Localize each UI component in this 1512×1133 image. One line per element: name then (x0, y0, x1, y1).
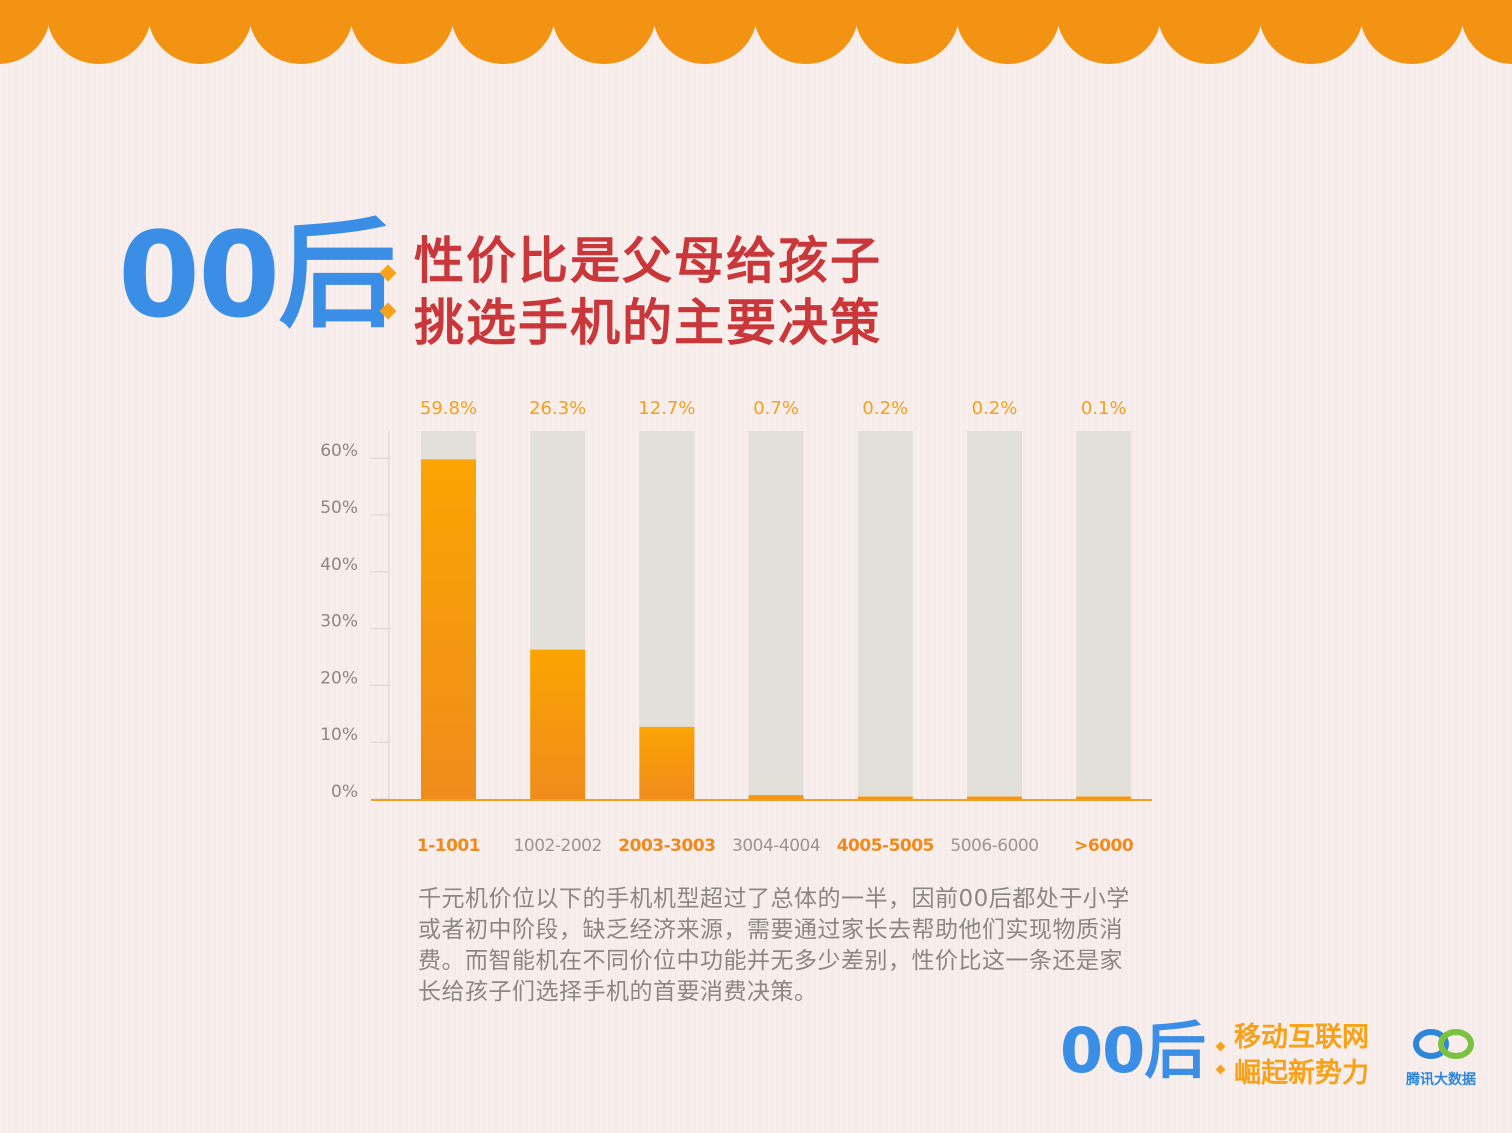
bar-track (967, 431, 1022, 799)
bar-track (857, 431, 913, 799)
headline-line-1: 性价比是父母给孩子 (414, 232, 882, 290)
bar-data-label: 59.8% (420, 398, 477, 419)
footer-bullet-diamond-icon (1215, 1041, 1226, 1052)
y-tick-label: 60% (320, 441, 358, 461)
bar-track (1076, 431, 1132, 799)
y-tick-label: 0% (331, 782, 358, 802)
x-tick-label: 4005-5005 (837, 836, 934, 856)
tencent-bigdata-logo-icon (1413, 1029, 1474, 1059)
bar-data-label: 12.7% (638, 398, 695, 419)
scallop-shape (653, 0, 757, 64)
scallop-shape (47, 0, 151, 64)
bar-value (639, 726, 695, 799)
bar-value (748, 795, 804, 799)
price-bar-chart: 0% 10% 20% 30% 40% 50% 60% 59.8% 1-1001 26.3% 1002… (320, 398, 1152, 856)
bar-value (857, 796, 913, 799)
page-title-00hou: 00后 (118, 206, 396, 344)
x-tick-label: 1-1001 (417, 836, 480, 856)
scallop-shape (1461, 0, 1512, 64)
logo-text: 腾讯大数据 (1406, 1072, 1476, 1088)
scallop-shape (956, 0, 1060, 64)
headline-line-2: 挑选手机的主要决策 (414, 294, 882, 352)
x-tick-label: 3004-4004 (732, 836, 820, 856)
footer-bullet-diamond-icon (1215, 1064, 1226, 1075)
footer-line-1: 移动互联网 (1234, 1022, 1369, 1053)
footer-title-00hou: 00后 (1060, 1014, 1206, 1087)
bar-value (1076, 796, 1132, 799)
bar-value (421, 459, 476, 799)
scallop-shape (249, 0, 353, 64)
scallop-shape (1057, 0, 1161, 64)
y-tick-label: 10% (320, 725, 358, 745)
scallop-shape (754, 0, 858, 64)
y-tick-label: 20% (320, 668, 358, 688)
bar-data-label: 0.7% (753, 398, 799, 419)
y-tick-label: 40% (320, 555, 358, 575)
scallop-shape (552, 0, 656, 64)
y-tick-label: 50% (320, 498, 358, 518)
scallop-shape (1259, 0, 1363, 64)
scallop-shape (451, 0, 555, 64)
bar-track (748, 431, 804, 799)
scallop-shape (1158, 0, 1262, 64)
scallop-shape (148, 0, 252, 64)
bar-value (967, 796, 1022, 799)
chart-description: 千元机价位以下的手机机型超过了总体的一半，因前00后都处于小学或者初中阶段，缺乏… (418, 886, 1130, 1005)
x-tick-label: 5006-6000 (950, 836, 1038, 856)
scallop-shape (0, 0, 50, 64)
footer-line-2: 崛起新势力 (1234, 1058, 1369, 1089)
x-tick-label: 2003-3003 (618, 836, 715, 856)
scallop-shape (1360, 0, 1464, 64)
scallop-shape (855, 0, 959, 64)
bar-data-label: 0.1% (1081, 398, 1127, 419)
scalloped-top-band (0, 0, 1512, 64)
y-tick-label: 30% (320, 612, 358, 632)
scallop-shape (350, 0, 454, 64)
bar-data-label: 0.2% (862, 398, 908, 419)
x-tick-label: >6000 (1074, 836, 1134, 856)
x-tick-label: 1002-2002 (514, 836, 602, 856)
bar-value (530, 649, 586, 799)
bar-data-label: 0.2% (972, 398, 1018, 419)
bar-data-label: 26.3% (529, 398, 586, 419)
